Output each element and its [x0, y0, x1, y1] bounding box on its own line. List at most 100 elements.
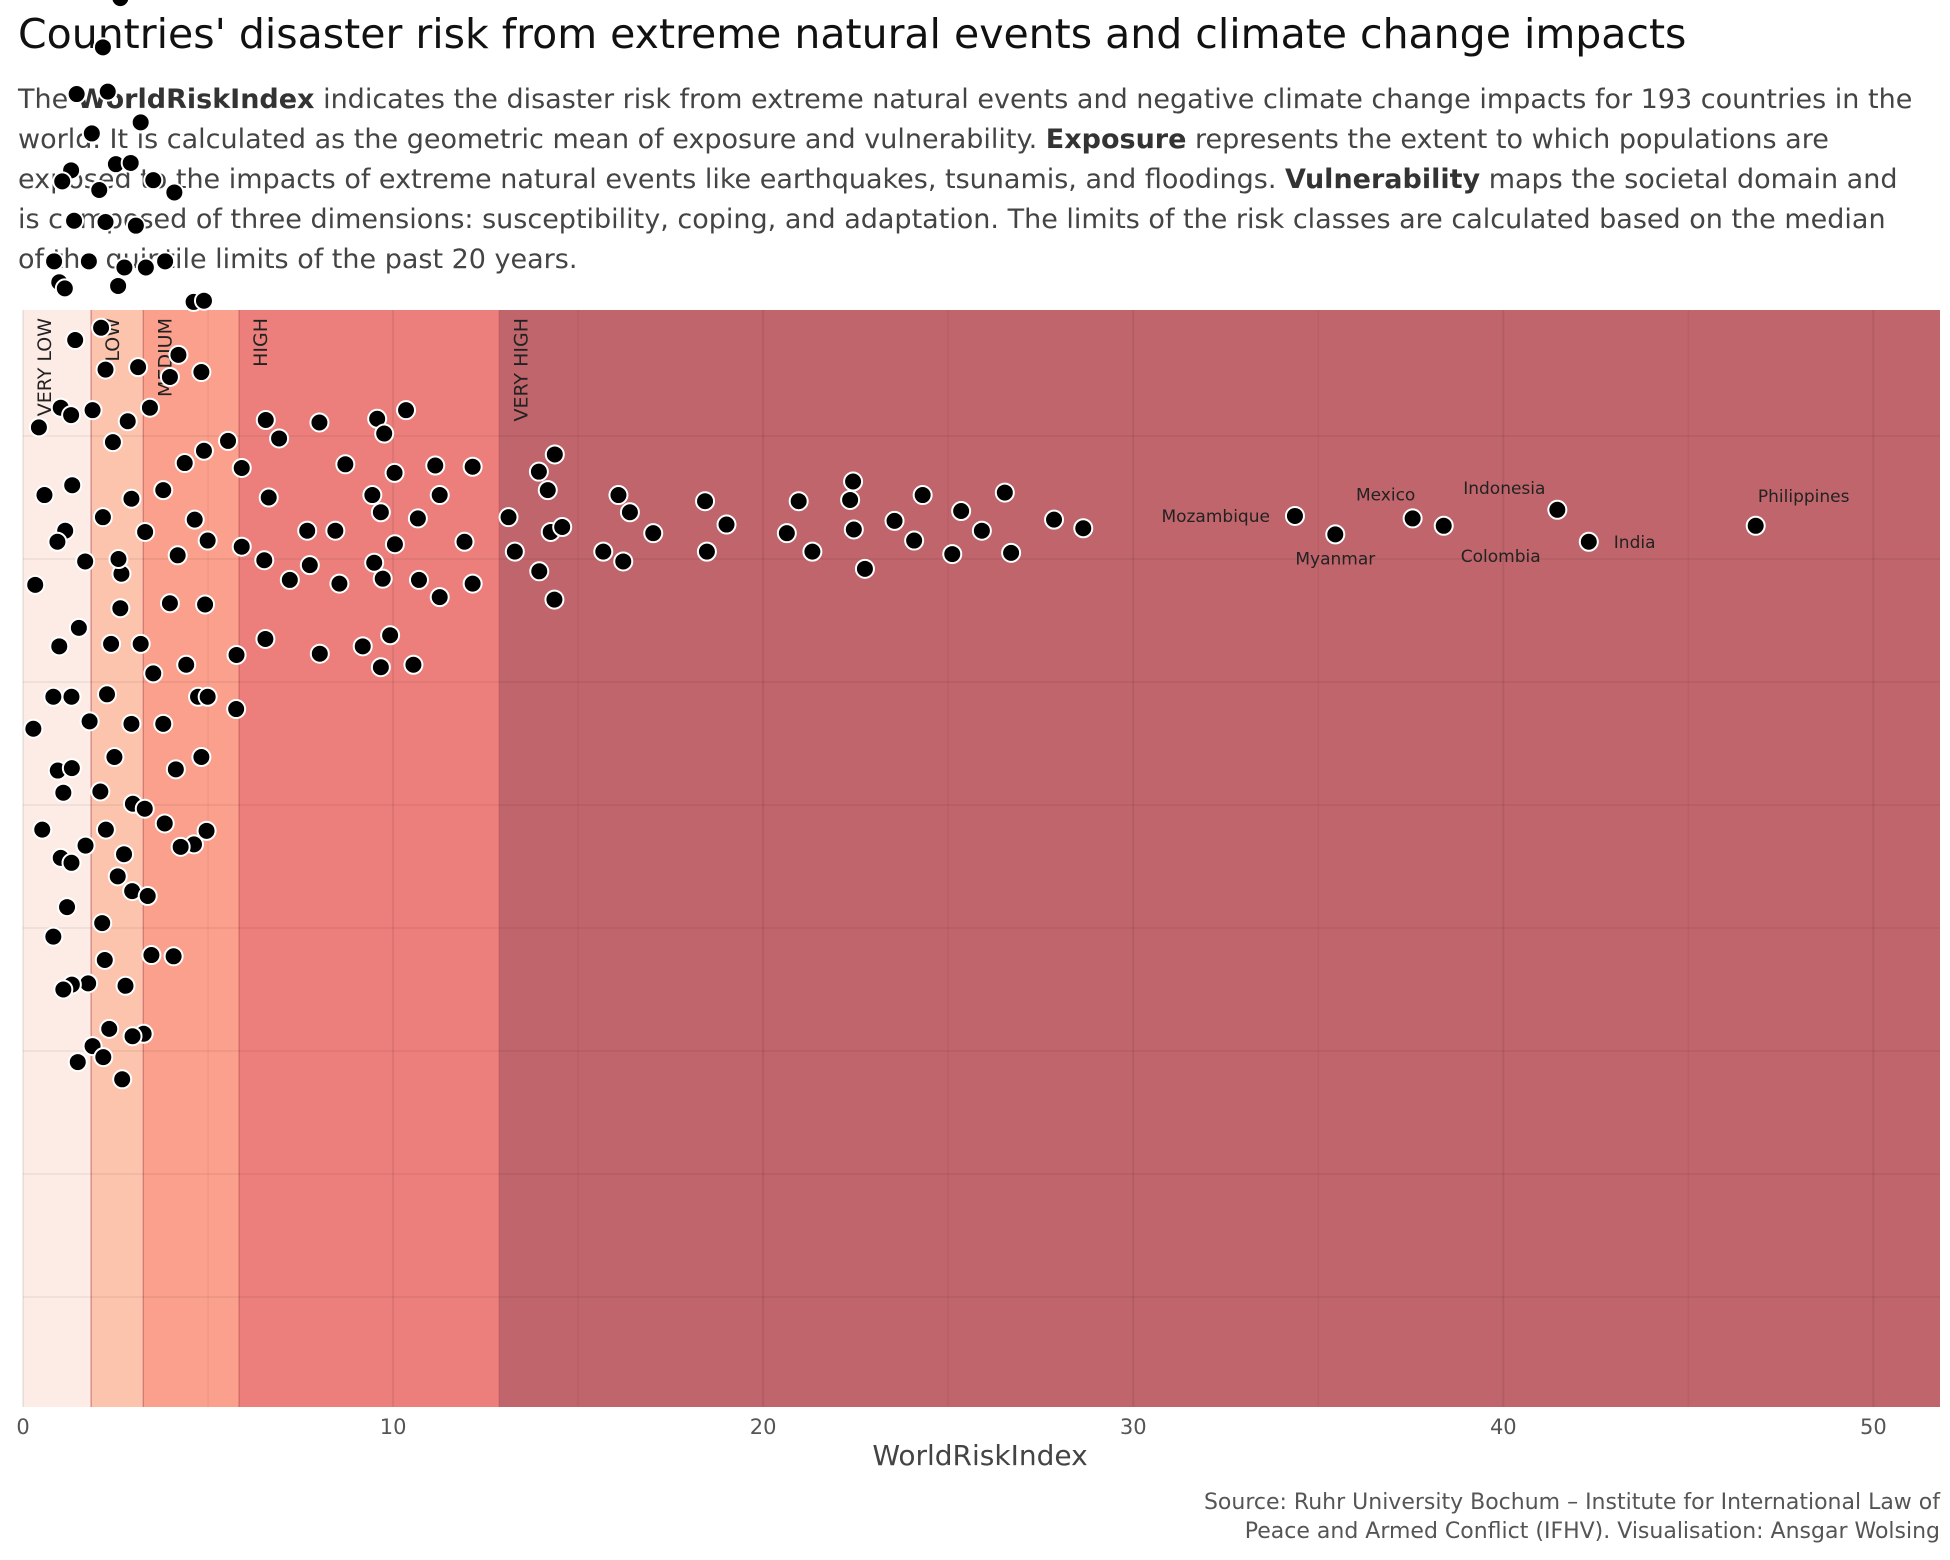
data-point [61, 758, 82, 779]
data-point [407, 508, 428, 529]
data-point [951, 501, 972, 522]
data-point [108, 549, 129, 569]
data-point [226, 699, 247, 720]
risk-class-bands [23, 310, 1941, 1407]
data-point [163, 946, 184, 967]
data-point [843, 519, 864, 540]
data-point [137, 886, 158, 907]
data-point [155, 251, 176, 272]
data-point [62, 475, 83, 496]
data-point [226, 644, 247, 665]
data-point [28, 417, 49, 438]
data-point [854, 558, 875, 579]
subtitle-keyword: Vulnerability [1285, 164, 1481, 195]
data-point [269, 428, 290, 449]
data-point [408, 569, 429, 590]
risk-band-very-high [499, 310, 1941, 1407]
data-point [197, 686, 218, 707]
data-point [143, 170, 164, 191]
subtitle-keyword: Exposure [1045, 124, 1187, 155]
data-point [61, 405, 82, 426]
data-point [61, 686, 82, 707]
chart-subtitle: The WorldRiskIndex indicates the disaste… [18, 80, 1918, 280]
data-point [843, 471, 864, 492]
data-point [325, 520, 346, 541]
x-tick-label: 40 [1490, 1415, 1517, 1439]
data-point [43, 686, 64, 707]
data-point [374, 423, 395, 444]
data-point [255, 410, 276, 431]
data-point [196, 820, 217, 841]
data-point [231, 457, 252, 478]
data-point [643, 523, 664, 544]
data-point [120, 152, 141, 173]
data-point [159, 593, 180, 614]
data-point [912, 485, 933, 506]
data-point [544, 444, 565, 465]
data-point [195, 594, 216, 615]
data-point [53, 979, 74, 1000]
risk-class-label: VERY HIGH [510, 318, 532, 422]
data-point [75, 551, 96, 572]
data-point [1073, 518, 1094, 539]
data-point [34, 485, 55, 506]
data-point [191, 362, 212, 383]
data-point [121, 488, 142, 509]
risk-band-high [239, 310, 500, 1407]
risk-class-label: VERY LOW [34, 318, 56, 416]
data-point [537, 480, 558, 501]
data-points [23, 0, 1766, 1090]
data-point [258, 487, 279, 508]
data-point [193, 290, 214, 311]
subtitle-text: The [18, 84, 77, 115]
data-point [552, 517, 573, 538]
data-point [299, 555, 320, 576]
data-point-mozambique [1284, 505, 1305, 526]
data-point-india [1578, 531, 1599, 552]
data-point [102, 432, 123, 453]
point-label-colombia: Colombia [1461, 547, 1541, 567]
data-point [254, 550, 275, 571]
risk-band-medium [143, 310, 240, 1407]
data-point [143, 663, 164, 684]
data-point [93, 1047, 114, 1068]
data-point [65, 330, 86, 351]
data-point [141, 945, 162, 966]
data-point [107, 866, 128, 887]
data-point [54, 278, 75, 299]
data-point [362, 485, 383, 506]
data-point [170, 836, 191, 857]
data-point [25, 574, 46, 595]
data-point [429, 587, 450, 608]
data-point [904, 530, 925, 551]
chart-title: Countries' disaster risk from extreme na… [18, 10, 1687, 58]
data-point [78, 973, 99, 994]
data-point [197, 530, 218, 551]
data-point [47, 531, 68, 552]
data-point [370, 502, 391, 523]
data-point-philippines [1745, 515, 1766, 536]
data-point [95, 819, 116, 840]
point-label-myanmar: Myanmar [1295, 549, 1375, 569]
data-point [61, 852, 82, 873]
data-point [372, 568, 393, 589]
data-point [92, 37, 113, 58]
data-point [89, 180, 110, 200]
data-point [79, 711, 100, 732]
data-point [53, 782, 74, 803]
data-point [335, 454, 356, 475]
data-point [57, 897, 78, 918]
data-point [176, 654, 197, 675]
data-point [174, 453, 195, 474]
x-axis-ticks: 0 10 20 30 40 50 [16, 1415, 1886, 1439]
data-point [44, 251, 65, 272]
data-point [544, 589, 565, 610]
data-point-indonesia [1547, 499, 1568, 520]
point-labels: Mozambique Myanmar Mexico Colombia Indonesia… [1161, 479, 1849, 570]
data-point [153, 480, 174, 501]
data-point [403, 654, 424, 675]
data-point [165, 759, 186, 780]
data-point [716, 514, 737, 535]
subtitle-text: represents the extent to which populatio… [18, 124, 1829, 195]
data-point [776, 523, 797, 544]
